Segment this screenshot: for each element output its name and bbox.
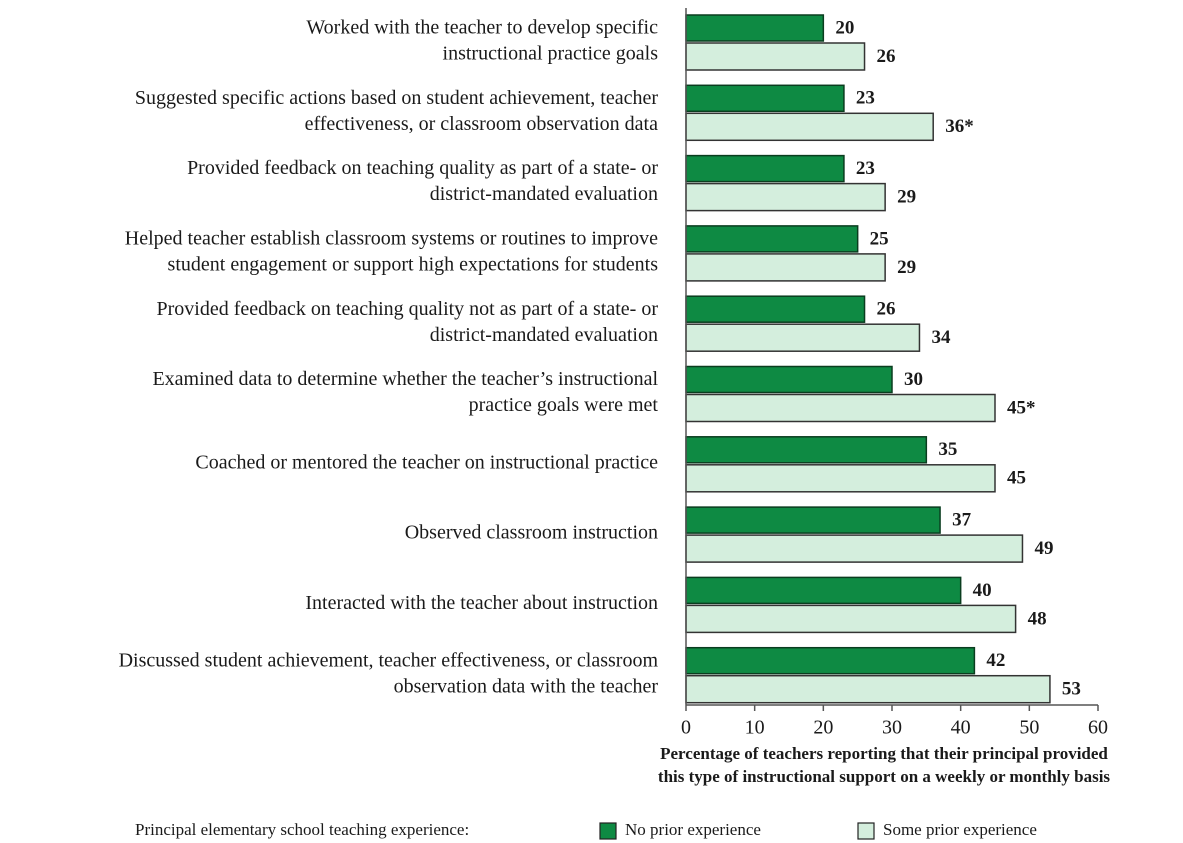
bar <box>685 182 886 212</box>
x-tick-label: 40 <box>951 717 971 739</box>
bar <box>685 84 845 113</box>
legend-label: No prior experience <box>625 820 761 839</box>
value-label: 29 <box>897 257 916 278</box>
value-label: 40 <box>973 580 992 601</box>
value-label: 23 <box>856 88 875 109</box>
value-label: 23 <box>856 158 875 179</box>
value-label: 25 <box>870 228 889 249</box>
bar <box>685 646 976 675</box>
bar <box>685 506 941 534</box>
value-label: 35 <box>938 439 957 460</box>
category-label: instructional practice goals <box>443 43 659 65</box>
bar <box>685 253 886 282</box>
bar <box>685 154 845 183</box>
category-label: Observed classroom instruction <box>405 522 658 544</box>
bar <box>685 393 996 423</box>
bar <box>685 436 928 464</box>
category-label: Suggested specific actions based on stud… <box>135 87 658 109</box>
value-label: 45 <box>1007 468 1026 489</box>
value-label: 42 <box>986 650 1005 671</box>
category-label: Examined data to determine whether the t… <box>152 368 658 390</box>
category-label: district-mandated evaluation <box>430 183 658 205</box>
bar <box>685 534 1024 563</box>
bar <box>685 14 825 42</box>
value-label: 48 <box>1028 608 1047 629</box>
value-label: 26 <box>877 46 896 67</box>
category-label: district-mandated evaluation <box>430 324 658 346</box>
value-label: 20 <box>835 17 854 38</box>
legend-title: Principal elementary school teaching exp… <box>135 820 469 839</box>
value-label: 49 <box>1034 538 1053 559</box>
bar <box>685 42 866 71</box>
value-label: 53 <box>1062 679 1081 700</box>
bar <box>685 674 1051 704</box>
value-label: 26 <box>877 299 896 320</box>
value-label: 45* <box>1007 397 1036 418</box>
category-label: Provided feedback on teaching quality as… <box>187 157 658 179</box>
value-label: 29 <box>897 186 916 207</box>
x-tick-label: 30 <box>882 717 902 739</box>
x-tick-label: 20 <box>813 717 833 739</box>
x-tick-label: 0 <box>681 717 691 739</box>
bar <box>685 225 859 253</box>
bar <box>685 112 934 142</box>
category-label: Worked with the teacher to develop speci… <box>306 17 658 39</box>
x-tick-label: 60 <box>1088 717 1108 739</box>
value-label: 36* <box>945 116 974 137</box>
category-label: Discussed student achievement, teacher e… <box>119 649 659 671</box>
category-label: Provided feedback on teaching quality no… <box>157 298 659 320</box>
legend-label: Some prior experience <box>883 820 1037 839</box>
bar <box>685 295 866 323</box>
category-label: Coached or mentored the teacher on instr… <box>195 451 658 473</box>
x-axis-label: this type of instructional support on a … <box>658 767 1111 786</box>
x-axis-label: Percentage of teachers reporting that th… <box>660 744 1108 763</box>
legend-swatch <box>599 822 617 840</box>
category-label: effectiveness, or classroom observation … <box>305 113 659 135</box>
value-label: 37 <box>952 509 972 530</box>
value-label: 34 <box>931 327 951 348</box>
bar <box>685 365 893 394</box>
category-label: student engagement or support high expec… <box>168 253 659 275</box>
x-tick-label: 10 <box>745 717 765 739</box>
bar <box>685 604 1017 634</box>
category-label: practice goals were met <box>469 394 659 416</box>
x-tick-label: 50 <box>1019 717 1039 739</box>
category-label: Helped teacher establish classroom syste… <box>125 227 658 249</box>
legend-swatch <box>857 822 875 840</box>
bar <box>685 323 921 352</box>
category-label: observation data with the teacher <box>394 675 659 697</box>
category-label: Interacted with the teacher about instru… <box>305 592 658 614</box>
value-label: 30 <box>904 369 923 390</box>
bar <box>685 576 962 605</box>
bar <box>685 464 996 493</box>
